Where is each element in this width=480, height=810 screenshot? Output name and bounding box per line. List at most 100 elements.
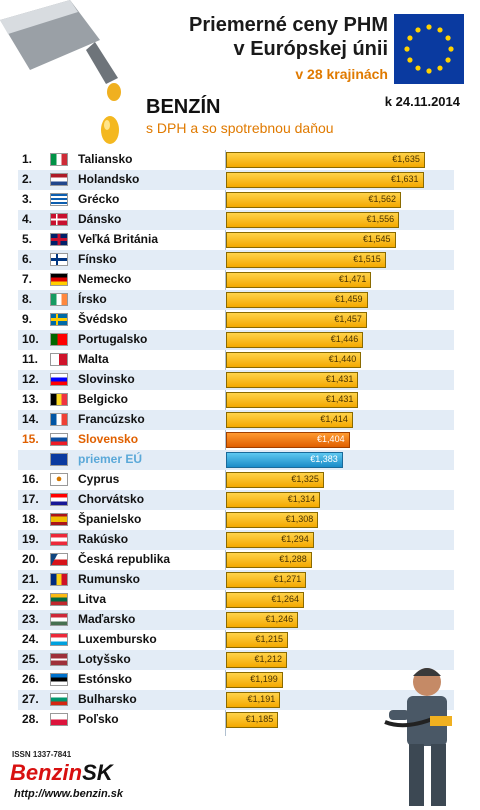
price-bar: €1,191 bbox=[226, 692, 281, 708]
price-bar: €1,215 bbox=[226, 632, 289, 648]
country-label: Cyprus bbox=[78, 472, 120, 486]
poland-flag-icon bbox=[50, 713, 68, 726]
chart-title-line1: Priemerné ceny PHM bbox=[189, 14, 388, 36]
rank-label: 24. bbox=[22, 632, 39, 646]
slovakia-flag-icon bbox=[50, 433, 68, 446]
eu-star-icon bbox=[445, 35, 451, 41]
country-label: Grécko bbox=[78, 192, 120, 206]
eu-flag-icon bbox=[394, 14, 464, 84]
eu-flag-icon bbox=[50, 453, 68, 466]
price-value-label: €1,185 bbox=[245, 714, 274, 724]
price-bar: €1,271 bbox=[226, 572, 307, 588]
price-value-label: €1,246 bbox=[265, 614, 294, 624]
price-bar: €1,185 bbox=[226, 712, 279, 728]
chart-row: 18. Španielsko €1,308 bbox=[18, 510, 454, 530]
footer: ISSN 1337-7841 BenzinSK http://www.benzi… bbox=[0, 740, 480, 810]
chart-row: 23. Maďarsko €1,246 bbox=[18, 610, 454, 630]
rank-label: 6. bbox=[22, 252, 33, 266]
country-label: Luxembursko bbox=[78, 632, 157, 646]
rank-label: 16. bbox=[22, 472, 39, 486]
price-bar: €1,471 bbox=[226, 272, 372, 288]
price-value-label: €1,294 bbox=[281, 534, 309, 544]
chart-rows: 1. Taliansko €1,635 2. Holandsko €1,631 3. Gréc… bbox=[18, 150, 454, 730]
rank-label: 5. bbox=[22, 232, 33, 246]
website-url: http://www.benzin.sk bbox=[14, 788, 123, 800]
country-label: Slovensko bbox=[78, 432, 139, 446]
chart-title-line2: v Európskej únii bbox=[233, 38, 388, 60]
rank-label: 11. bbox=[22, 352, 39, 366]
belgium-flag-icon bbox=[50, 393, 68, 406]
rank-label: 21. bbox=[22, 572, 39, 586]
rank-label: 13. bbox=[22, 392, 39, 406]
rank-label: 22. bbox=[22, 592, 39, 606]
italy-flag-icon bbox=[50, 153, 68, 166]
rank-label: 25. bbox=[22, 652, 39, 666]
price-bar: €1,440 bbox=[226, 352, 362, 368]
price-bar: €1,431 bbox=[226, 392, 359, 408]
benzinsk-logo: BenzinSK bbox=[10, 760, 113, 786]
header: Priemerné ceny PHM v Európskej únii v 28… bbox=[0, 0, 480, 150]
slovenia-flag-icon bbox=[50, 373, 68, 386]
rank-label: 15. bbox=[22, 432, 39, 446]
lithuania-flag-icon bbox=[50, 593, 68, 606]
country-label: Rakúsko bbox=[78, 532, 129, 546]
price-value-label: €1,515 bbox=[353, 254, 381, 264]
price-bar: €1,562 bbox=[226, 192, 402, 208]
netherlands-flag-icon bbox=[50, 173, 68, 186]
chart-row: 17. Chorvátsko €1,314 bbox=[18, 490, 454, 510]
chart-row: 13. Belgicko €1,431 bbox=[18, 390, 454, 410]
uk-flag-icon bbox=[50, 233, 68, 246]
chart-row: 12. Slovinsko €1,431 bbox=[18, 370, 454, 390]
price-bar: €1,314 bbox=[226, 492, 321, 508]
price-bar: €1,414 bbox=[226, 412, 353, 428]
eu-star-icon bbox=[415, 27, 421, 33]
price-bar: €1,515 bbox=[226, 252, 386, 268]
price-value-label: €1,545 bbox=[362, 234, 391, 244]
country-label: Španielsko bbox=[78, 512, 142, 526]
country-label: Portugalsko bbox=[78, 332, 148, 346]
eu-star-icon bbox=[407, 57, 413, 63]
rank-label: 26. bbox=[22, 672, 39, 686]
cyprus-flag-icon bbox=[50, 473, 68, 486]
rank-label: 12. bbox=[22, 372, 39, 386]
price-value-label: €1,440 bbox=[328, 354, 357, 364]
chart-row: 27. Bulharsko €1,191 bbox=[18, 690, 454, 710]
rank-label: 27. bbox=[22, 692, 39, 706]
price-bar: €1,446 bbox=[226, 332, 364, 348]
chart-row: 11. Malta €1,440 bbox=[18, 350, 454, 370]
rank-label: 23. bbox=[22, 612, 39, 626]
price-value-label: €1,446 bbox=[330, 334, 359, 344]
chart-row: 15. Slovensko €1,404 bbox=[18, 430, 454, 450]
price-value-label: €1,383 bbox=[310, 454, 338, 464]
country-label: Francúzsko bbox=[78, 412, 145, 426]
price-bar: €1,264 bbox=[226, 592, 304, 608]
chart-row: 20. Česká republika €1,288 bbox=[18, 550, 454, 570]
country-label: Švédsko bbox=[78, 312, 128, 326]
chart-row: 19. Rakúsko €1,294 bbox=[18, 530, 454, 550]
country-label: Slovinsko bbox=[78, 372, 135, 386]
luxembourg-flag-icon bbox=[50, 633, 68, 646]
chart-row: 9. Švédsko €1,457 bbox=[18, 310, 454, 330]
country-label: Nemecko bbox=[78, 272, 132, 286]
country-label: Litva bbox=[78, 592, 107, 606]
price-bar: €1,383 bbox=[226, 452, 343, 468]
price-value-label: €1,314 bbox=[287, 494, 316, 504]
country-label: Holandsko bbox=[78, 172, 140, 186]
chart-row: 28. Poľsko €1,185 bbox=[18, 710, 454, 730]
price-bar: €1,404 bbox=[226, 432, 350, 448]
country-label: Rumunsko bbox=[78, 572, 141, 586]
issn-label: ISSN 1337-7841 bbox=[12, 750, 72, 759]
chart-row: 4. Dánsko €1,556 bbox=[18, 210, 454, 230]
rank-label: 2. bbox=[22, 172, 33, 186]
rank-label: 19. bbox=[22, 532, 39, 546]
price-bar: €1,308 bbox=[226, 512, 319, 528]
croatia-flag-icon bbox=[50, 493, 68, 506]
fuel-nozzle-icon bbox=[0, 0, 121, 144]
country-label: Dánsko bbox=[78, 212, 122, 226]
price-value-label: €1,459 bbox=[334, 294, 363, 304]
country-label: Írsko bbox=[78, 292, 107, 306]
price-bar: €1,459 bbox=[226, 292, 368, 308]
price-value-label: €1,191 bbox=[247, 694, 276, 704]
eu-star-icon bbox=[404, 46, 410, 52]
country-label: priemer EÚ bbox=[78, 452, 143, 466]
